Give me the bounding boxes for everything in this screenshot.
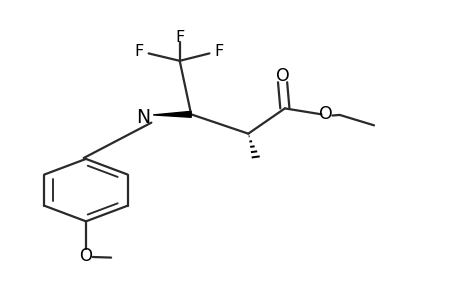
Text: O: O (275, 67, 289, 85)
Text: N: N (136, 108, 150, 127)
Text: O: O (79, 247, 92, 265)
Text: F: F (213, 44, 223, 59)
Text: O: O (319, 105, 332, 123)
Text: F: F (175, 30, 184, 45)
Text: F: F (134, 44, 143, 59)
Polygon shape (153, 111, 191, 117)
